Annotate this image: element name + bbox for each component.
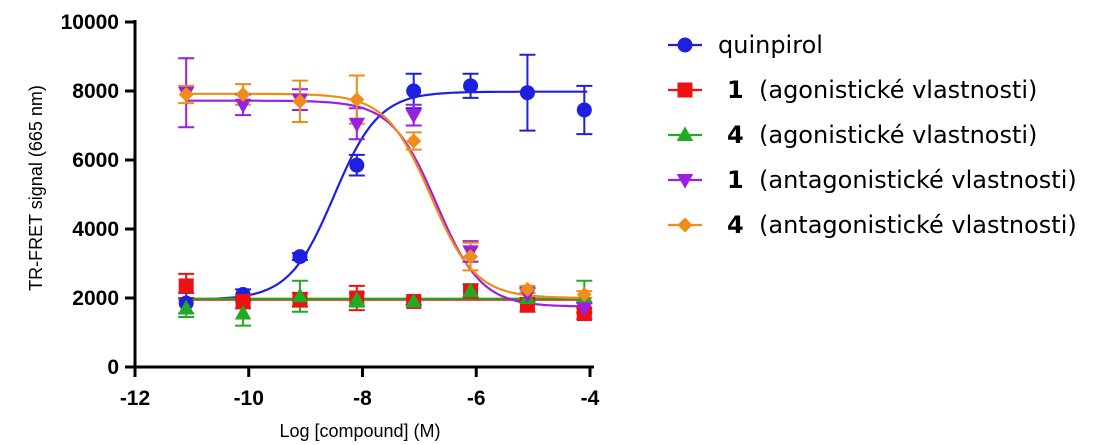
data-point bbox=[519, 281, 535, 297]
legend-marker bbox=[677, 82, 693, 98]
data-point bbox=[349, 92, 365, 108]
data-point bbox=[576, 302, 593, 317]
data-point bbox=[234, 98, 252, 114]
data-point bbox=[406, 133, 422, 149]
legend-number: 1 bbox=[727, 76, 744, 104]
tick-marks: 0 2000 4000 6000 8000 10000 -12 -10 -8 -6 -4 bbox=[61, 11, 600, 410]
legend: quinpirol 1 (agonistické vlastnosti) 4 (agon… bbox=[668, 31, 1077, 239]
data-point bbox=[349, 157, 365, 173]
x-tick-label: -4 bbox=[581, 387, 600, 410]
y-tick-label: 0 bbox=[107, 356, 119, 379]
data-point bbox=[463, 249, 479, 265]
y-axis-label: TR-FRET signal (665 nm) bbox=[26, 85, 46, 291]
axes bbox=[133, 20, 594, 369]
fit-curve bbox=[186, 92, 588, 299]
legend-label: (antagonistické vlastnosti) bbox=[759, 166, 1077, 194]
legend-label: (agonistické vlastnosti) bbox=[759, 121, 1037, 149]
data-point bbox=[576, 102, 592, 118]
data-point bbox=[178, 278, 194, 294]
x-tick-label: -12 bbox=[120, 387, 150, 410]
legend-marker bbox=[676, 174, 694, 189]
data-point bbox=[462, 282, 479, 298]
data-point bbox=[291, 287, 309, 303]
data-point bbox=[178, 86, 194, 102]
y-tick-label: 8000 bbox=[72, 80, 119, 103]
x-tick-label: -8 bbox=[353, 387, 372, 410]
data-point bbox=[292, 249, 308, 265]
data-point bbox=[576, 287, 592, 303]
legend-number: 1 bbox=[727, 166, 744, 194]
data-point bbox=[234, 304, 252, 320]
data-point bbox=[405, 292, 422, 308]
y-tick-label: 10000 bbox=[61, 11, 119, 34]
legend-label: (antagonistické vlastnosti) bbox=[759, 211, 1077, 239]
x-tick-label: -10 bbox=[234, 387, 264, 410]
y-tick-label: 4000 bbox=[72, 218, 119, 241]
y-tick-label: 2000 bbox=[72, 287, 119, 310]
data-point bbox=[519, 85, 535, 101]
legend-label: quinpirol bbox=[718, 31, 823, 59]
data-point bbox=[405, 109, 422, 124]
data-point bbox=[406, 83, 422, 99]
legend-label: (agonistické vlastnosti) bbox=[759, 76, 1037, 104]
data-point bbox=[292, 93, 308, 109]
legend-marker bbox=[677, 37, 693, 53]
x-tick-label: -6 bbox=[467, 387, 486, 410]
data-point bbox=[463, 78, 479, 94]
legend-marker bbox=[676, 126, 694, 141]
data-point bbox=[348, 291, 366, 306]
x-axis-label: Log [compound] (M) bbox=[279, 421, 440, 441]
data-point bbox=[235, 293, 251, 309]
legend-marker bbox=[677, 217, 693, 233]
legend-number: 4 bbox=[727, 121, 744, 149]
data-points bbox=[177, 78, 593, 322]
data-point bbox=[177, 299, 195, 315]
y-tick-label: 6000 bbox=[72, 149, 119, 172]
data-point bbox=[348, 117, 366, 133]
data-point bbox=[235, 86, 251, 102]
legend-number: 4 bbox=[727, 211, 744, 239]
y-axis-title: TR-FRET signal (665 nm) bbox=[26, 85, 46, 291]
